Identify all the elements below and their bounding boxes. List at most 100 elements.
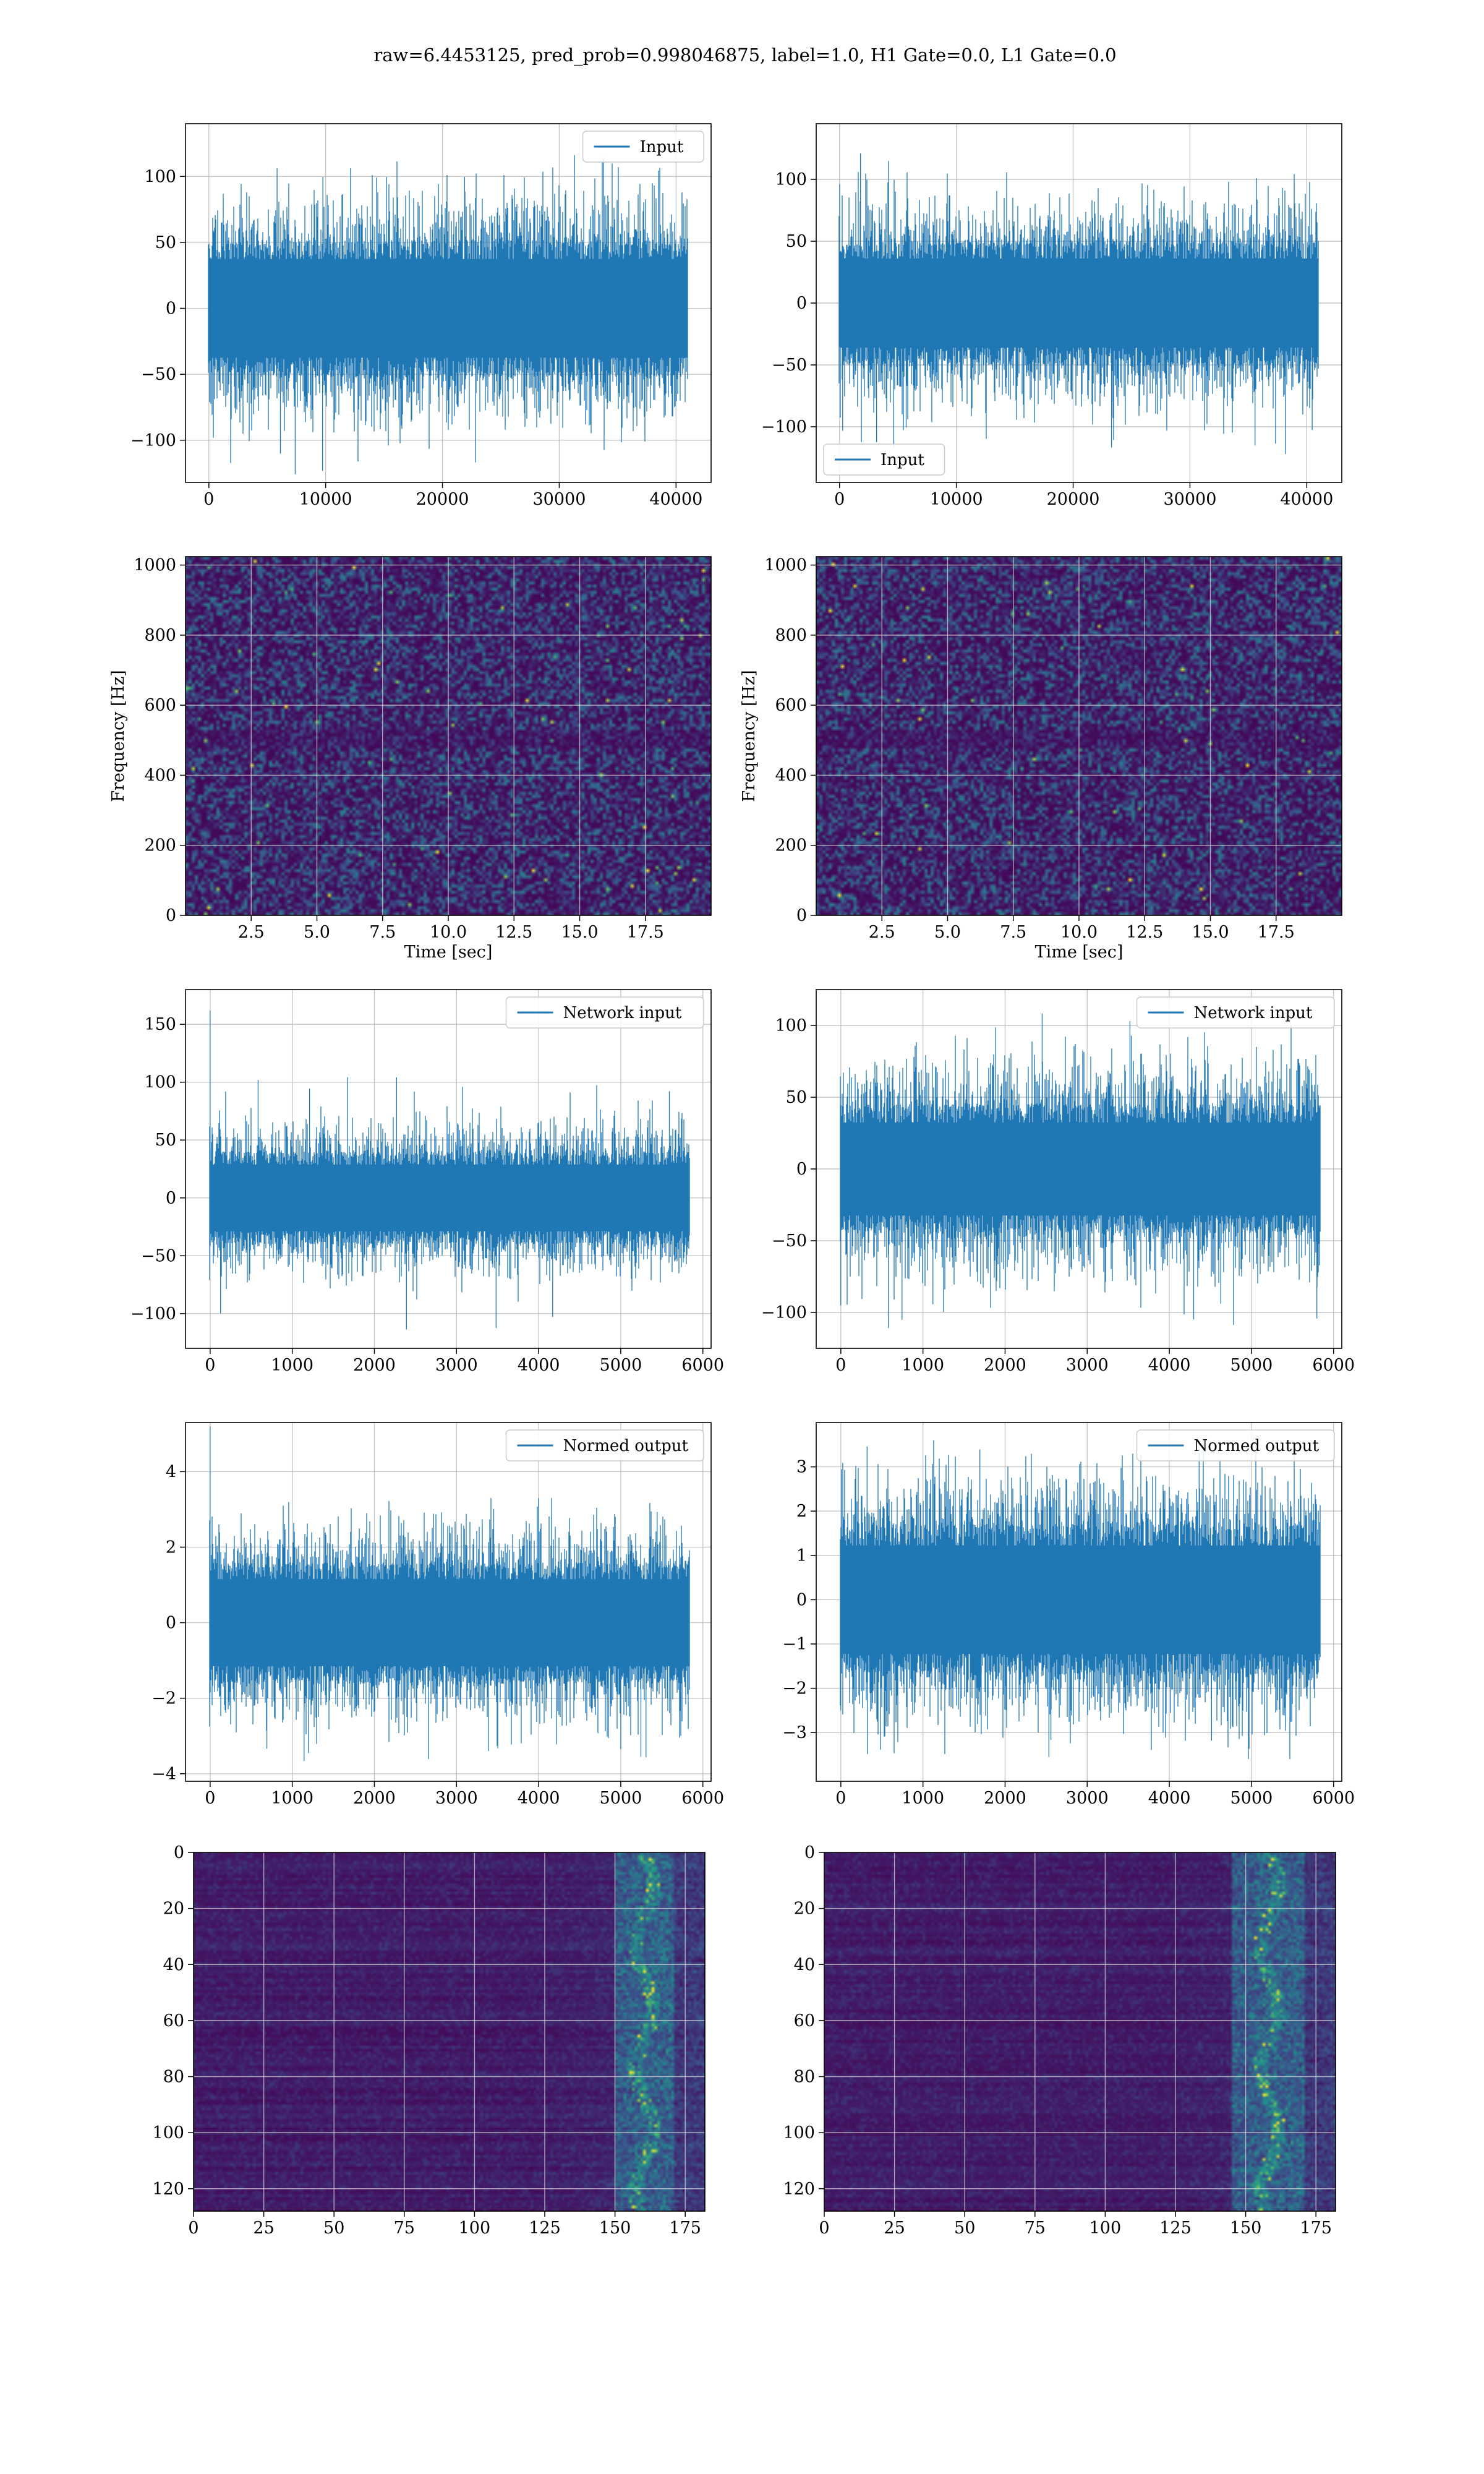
y-tick-label: 50 (786, 1088, 807, 1107)
y-tick-label: 1000 (764, 556, 807, 575)
subplot-p11: 2.5 5.0 7.5 10.0 12.5 15.0 17.5 0 200 400 600 800 10… (740, 556, 1342, 962)
x-tick-label: 2.5 (238, 923, 265, 942)
x-tick-label: 150 (599, 2219, 631, 2238)
y-tick-label: 100 (144, 1073, 176, 1092)
y-tick-label: −1 (782, 1635, 807, 1654)
x-tick-label: 12.5 (1126, 923, 1163, 942)
y-tick-label: 80 (163, 2068, 184, 2087)
y-tick-label: 40 (163, 1955, 184, 1974)
x-tick-label: 10000 (930, 490, 983, 509)
x-tick-label: 1000 (271, 1789, 313, 1808)
x-tick-label: 0 (203, 490, 214, 509)
x-tick-label: 5000 (600, 1356, 642, 1375)
x-tick-label: 7.5 (1000, 923, 1026, 942)
x-tick-label: 175 (1300, 2219, 1332, 2238)
x-tick-label: 2000 (353, 1789, 396, 1808)
x-tick-label: 4000 (1148, 1789, 1191, 1808)
x-tick-label: 20000 (1047, 490, 1100, 509)
y-tick-label: 50 (786, 232, 807, 251)
heatmap-image (194, 1852, 705, 2211)
axes-frame (816, 1422, 1342, 1782)
x-tick-label: 4000 (1148, 1356, 1191, 1375)
y-tick-label: 600 (144, 696, 176, 715)
series-core-band (840, 1122, 1320, 1216)
x-tick-label: 0 (834, 490, 845, 509)
y-tick-label: 0 (804, 1843, 815, 1862)
y-tick-label: 150 (144, 1015, 176, 1034)
x-tick-label: 0 (835, 1356, 846, 1375)
y-tick-label: 0 (166, 1614, 176, 1633)
y-tick-label: 0 (166, 299, 176, 319)
y-tick-label: 1 (796, 1546, 807, 1565)
y-tick-label: −100 (130, 431, 176, 450)
y-tick-label: 0 (796, 906, 807, 925)
x-tick-label: 175 (669, 2219, 701, 2238)
y-tick-label: 100 (152, 2123, 184, 2142)
figure-title: raw=6.4453125, pred_prob=0.998046875, la… (373, 45, 1116, 66)
y-tick-label: 2 (166, 1538, 176, 1557)
x-tick-label: 30000 (1163, 490, 1216, 509)
legend: Network input (505, 996, 704, 1029)
y-tick-label: 0 (796, 1160, 807, 1179)
legend-label: Input (640, 138, 684, 156)
heatmap-image (824, 1852, 1336, 2211)
legend-label: Network input (563, 1004, 682, 1022)
x-tick-label: 2000 (984, 1789, 1026, 1808)
y-tick-label: −4 (151, 1765, 176, 1784)
subplot-p20: 0 1000 2000 3000 4000 5000 6000 −100 −50 0 50 100 15… (130, 989, 724, 1375)
legend-box (823, 443, 945, 476)
x-tick-label: 150 (1230, 2219, 1262, 2238)
x-tick-label: 20000 (416, 490, 469, 509)
x-tick-label: 75 (1025, 2219, 1046, 2238)
y-tick-label: −100 (761, 1303, 807, 1322)
y-tick-label: −3 (782, 1723, 807, 1742)
x-axis-label: Time [sec] (1035, 943, 1124, 962)
subplot-p31: 0 1000 2000 3000 4000 5000 6000 −3 −2 −1 0 1 2 3 Norme… (782, 1422, 1355, 1808)
y-tick-label: 4 (166, 1462, 176, 1481)
y-tick-label: 20 (794, 1899, 815, 1919)
x-tick-label: 40000 (649, 490, 702, 509)
legend: Input (582, 131, 704, 163)
x-tick-label: 3000 (1066, 1789, 1109, 1808)
x-tick-label: 1000 (271, 1356, 313, 1375)
y-tick-label: −100 (761, 417, 807, 437)
y-tick-label: 200 (144, 836, 176, 855)
series-core-band (210, 1164, 689, 1231)
legend-box (1136, 996, 1335, 1029)
y-tick-label: 600 (775, 696, 807, 715)
y-tick-label: 0 (166, 1189, 176, 1208)
axes-frame (185, 1422, 712, 1782)
y-tick-label: 80 (794, 2068, 815, 2087)
y-tick-label: 0 (796, 294, 807, 313)
x-tick-label: 0 (205, 1356, 215, 1375)
legend-label: Network input (1194, 1004, 1313, 1022)
y-tick-label: 100 (775, 1016, 807, 1035)
x-tick-label: 3000 (435, 1789, 478, 1808)
y-tick-label: 0 (166, 906, 176, 925)
y-tick-label: 200 (775, 836, 807, 855)
y-tick-label: 3 (796, 1458, 807, 1477)
y-tick-label: 50 (155, 1131, 176, 1150)
x-tick-label: 2.5 (869, 923, 895, 942)
axes-frame (185, 989, 712, 1349)
axes-frame (824, 1852, 1336, 2212)
x-tick-label: 100 (1090, 2219, 1122, 2238)
y-tick-label: 60 (163, 2011, 184, 2031)
x-tick-label: 5000 (1230, 1789, 1273, 1808)
x-tick-label: 0 (205, 1789, 215, 1808)
series-core-band (210, 1579, 689, 1666)
x-tick-label: 6000 (1312, 1789, 1355, 1808)
y-tick-label: −50 (141, 365, 176, 384)
x-tick-label: 3000 (1066, 1356, 1109, 1375)
x-tick-label: 0 (819, 2219, 829, 2238)
x-tick-label: 17.5 (627, 923, 664, 942)
x-tick-label: 0 (188, 2219, 198, 2238)
y-axis-label: Frequency [Hz] (109, 670, 128, 802)
series-core-band (839, 259, 1318, 348)
x-tick-label: 3000 (435, 1356, 478, 1375)
y-tick-label: 800 (775, 626, 807, 645)
x-tick-label: 50 (323, 2219, 344, 2238)
y-tick-label: 100 (144, 167, 176, 186)
y-tick-label: −2 (782, 1679, 807, 1698)
